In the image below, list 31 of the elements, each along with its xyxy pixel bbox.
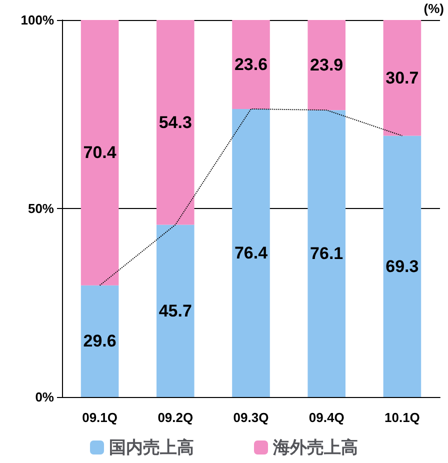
bar — [80, 20, 119, 286]
x-tick-label: 10.1Q — [384, 410, 420, 425]
y-tick-label: 50% — [28, 201, 54, 216]
bar — [232, 108, 270, 397]
bar — [156, 20, 194, 225]
x-tick-label: 09.2Q — [158, 410, 194, 425]
bar — [383, 20, 422, 136]
bar — [80, 285, 119, 397]
legend-label: 海外売上高 — [272, 438, 358, 457]
legend-label: 国内売上高 — [109, 438, 194, 457]
bar — [383, 136, 422, 397]
y-tick-label: 0% — [35, 390, 54, 404]
y-tick-label: 100% — [20, 12, 54, 28]
data-label: 30.7 — [386, 68, 419, 88]
data-label: 29.6 — [83, 332, 116, 351]
bar — [232, 20, 270, 109]
data-label: 76.4 — [234, 243, 268, 262]
data-label: 70.4 — [83, 143, 117, 162]
data-label: 54.3 — [158, 112, 192, 132]
bar — [308, 110, 346, 397]
data-label: 69.3 — [386, 256, 419, 276]
text: (%) — [424, 1, 444, 16]
data-label: 45.7 — [158, 301, 192, 320]
x-tick-label: 09.3Q — [233, 410, 269, 425]
x-tick-label: 09.4Q — [308, 410, 344, 425]
data-label: 23.6 — [234, 54, 268, 74]
data-label: 23.9 — [310, 56, 344, 75]
bar — [156, 224, 194, 397]
bar — [308, 20, 346, 110]
data-label: 76.1 — [310, 244, 344, 264]
x-tick-label: 09.1Q — [82, 410, 118, 425]
